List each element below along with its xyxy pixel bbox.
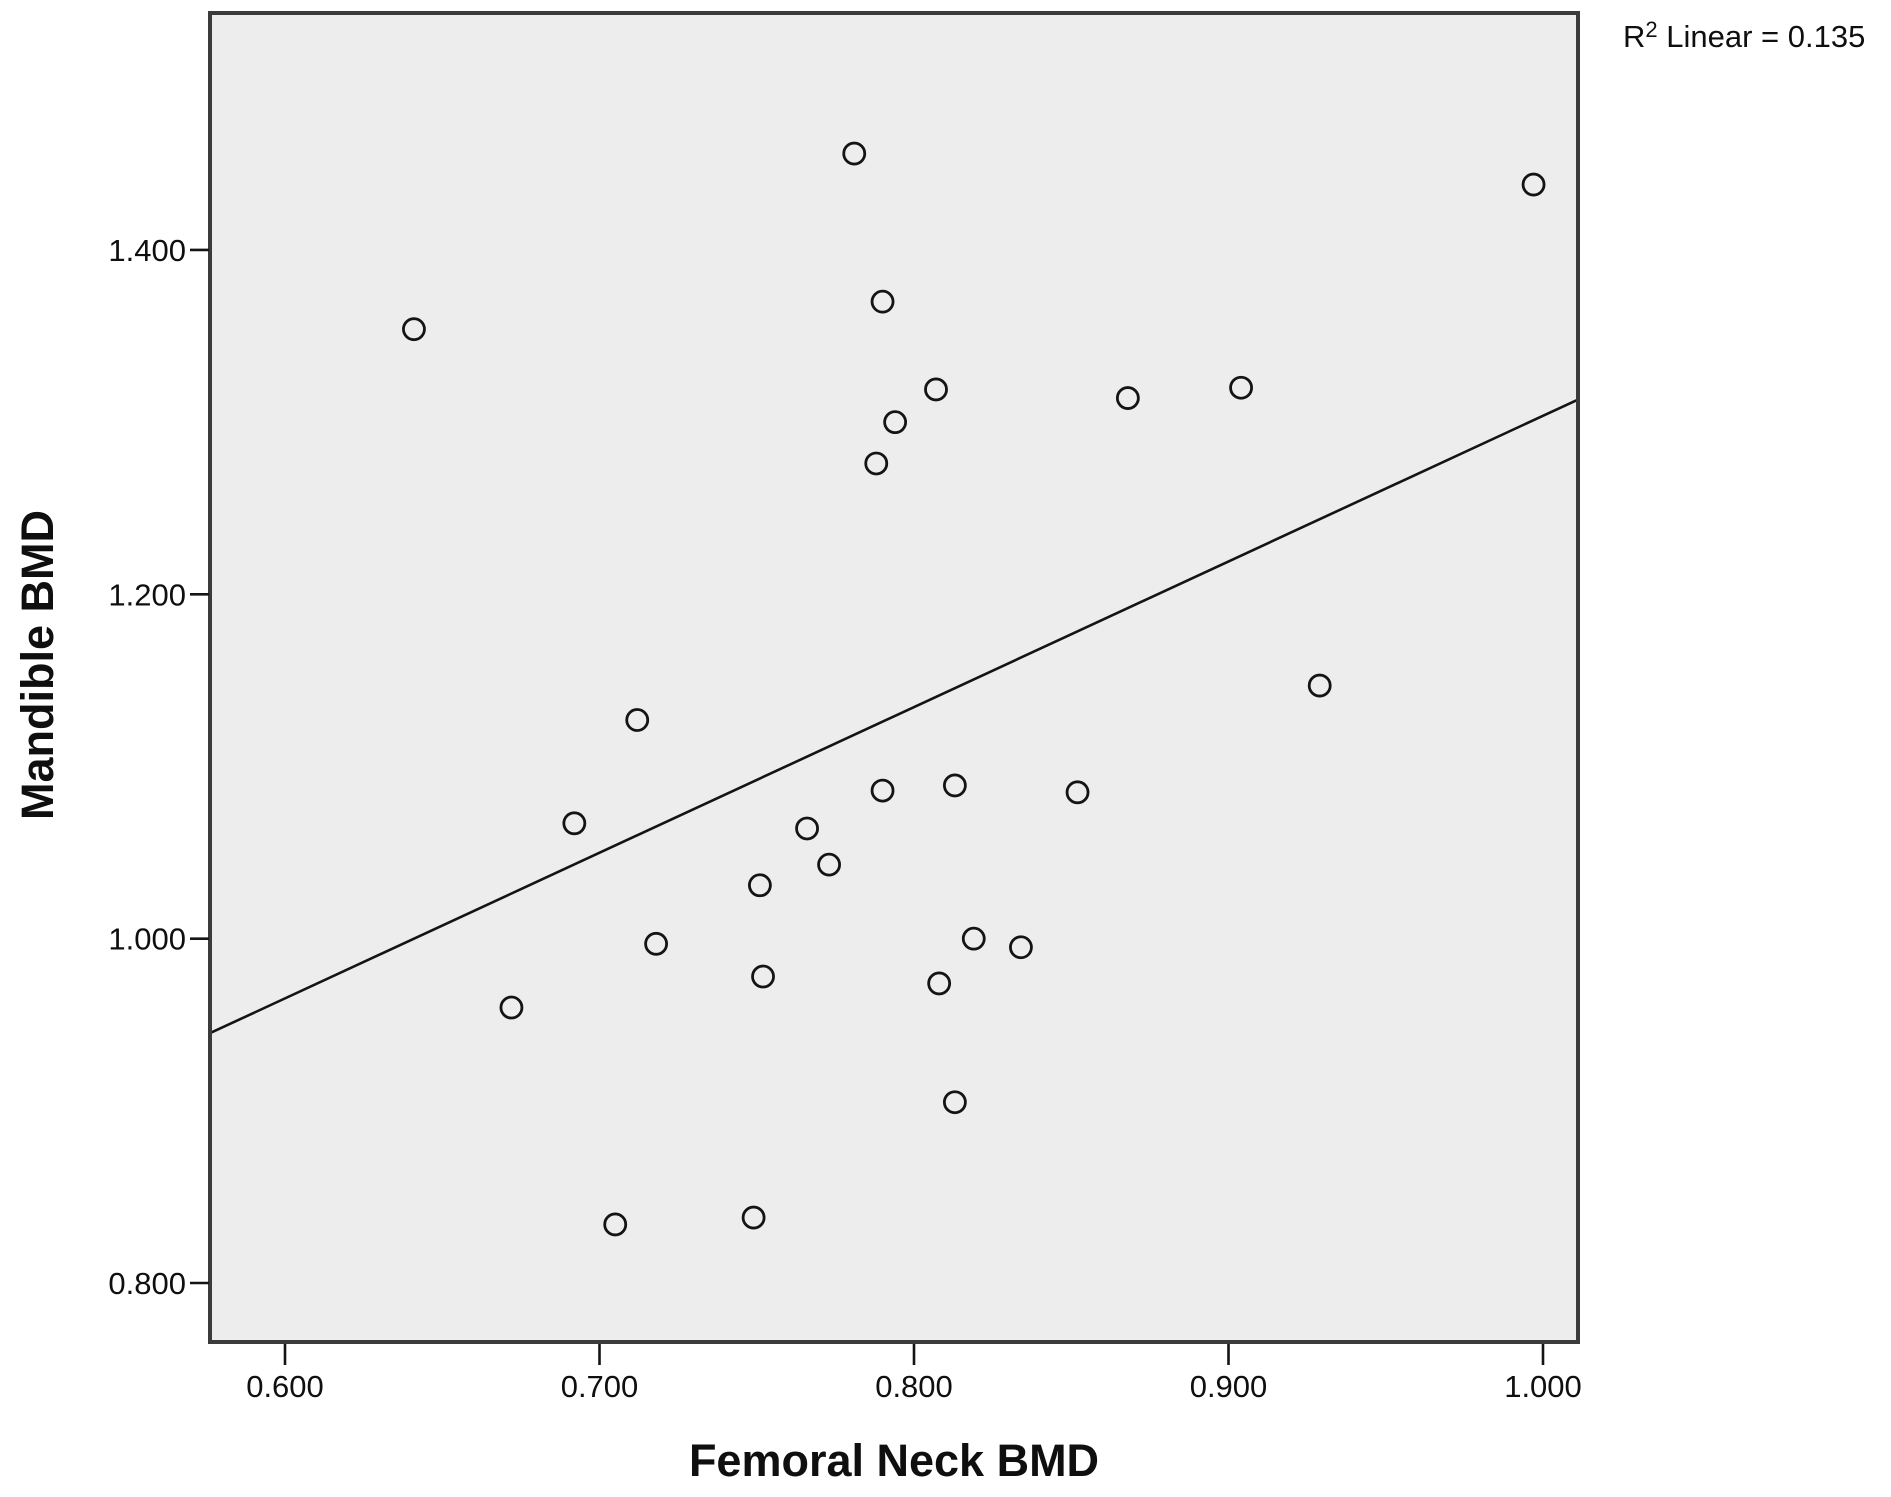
data-point-marker — [741, 1205, 766, 1230]
data-point-marker — [1521, 172, 1546, 197]
data-point-marker — [927, 971, 952, 996]
data-point-marker — [1009, 935, 1033, 960]
plot-frame — [208, 11, 1580, 1344]
r-squared-superscript: 2 — [1645, 17, 1658, 43]
y-tick-label: 1.200 — [108, 577, 186, 612]
data-point-marker — [751, 964, 775, 989]
x-tick-label: 1.000 — [1504, 1369, 1582, 1404]
data-point-marker — [1307, 673, 1332, 698]
data-point-marker — [864, 451, 889, 476]
data-point-marker — [870, 778, 895, 803]
data-point-marker — [1065, 780, 1090, 805]
x-tick-label: 0.900 — [1190, 1369, 1268, 1404]
r-squared-text: Linear = 0.135 — [1657, 19, 1866, 54]
data-point-marker — [603, 1212, 628, 1237]
data-point-marker — [1115, 386, 1140, 410]
data-point-marker — [499, 995, 524, 1020]
data-point-marker — [644, 931, 669, 956]
data-point-marker — [842, 141, 867, 166]
data-point-marker — [402, 317, 426, 342]
regression-fit-line — [208, 398, 1579, 1035]
data-point-marker — [562, 811, 587, 836]
y-tick-label: 0.800 — [108, 1266, 186, 1301]
r-squared-annotation: R2 Linear = 0.135 — [1623, 17, 1866, 58]
data-point-marker — [942, 773, 967, 798]
data-point-marker — [961, 926, 986, 951]
y-axis-title: Mandible BMD — [12, 510, 63, 820]
x-axis-title: Femoral Neck BMD — [688, 1435, 1100, 1486]
y-tick-label: 1.000 — [108, 922, 186, 957]
data-point-marker — [883, 410, 908, 435]
data-point-marker — [942, 1090, 967, 1115]
data-point-marker — [817, 852, 841, 877]
data-point-marker — [1229, 375, 1253, 400]
data-point-marker — [795, 816, 819, 841]
data-point-marker — [747, 873, 772, 898]
y-tick-label: 1.400 — [108, 233, 186, 268]
data-point-marker — [870, 289, 895, 314]
x-tick-label: 0.700 — [561, 1369, 639, 1404]
r-squared-base: R — [1623, 19, 1646, 54]
x-tick-label: 0.600 — [246, 1369, 324, 1404]
data-point-marker — [625, 708, 650, 732]
data-point-marker — [924, 377, 948, 402]
x-tick-label: 0.800 — [875, 1369, 953, 1404]
plot-area-background — [210, 13, 1578, 1342]
